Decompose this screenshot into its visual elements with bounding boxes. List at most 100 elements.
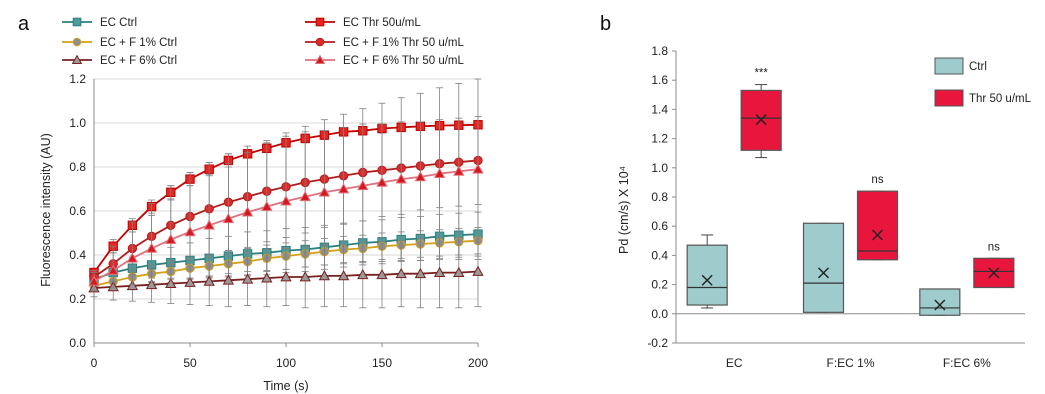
panel-a-y-tick-label: 0.2	[69, 292, 86, 306]
panel-a-y-tick-label: 0.4	[69, 248, 86, 262]
box-body	[919, 288, 961, 316]
panel-a-y-tick-label: 0.8	[69, 160, 86, 174]
box-mean-marker	[934, 299, 946, 311]
legend-label: EC + F 6% Ctrl	[100, 55, 177, 67]
panel-a-x-axis-label: Time (s)	[263, 379, 308, 393]
legend-entry-5: EC + F 6% Thr 50 u/mL	[305, 54, 465, 67]
legend-entry-3: EC Thr 50u/mL	[305, 17, 421, 29]
panel-b-y-tick-label: 0.6	[651, 219, 668, 233]
box-significance-label: ns	[988, 241, 1000, 253]
panel-b-y-tick-label: 1.0	[651, 161, 668, 175]
box-1: ***	[740, 68, 782, 159]
legend-entry-1: EC + F 1% Ctrl	[62, 37, 177, 49]
data-point	[222, 274, 235, 285]
panel-b-category-label: F:EC 1%	[826, 356, 874, 370]
box-3: ns	[856, 174, 899, 261]
legend-marker	[315, 17, 325, 27]
legend-swatch	[934, 89, 964, 107]
data-point	[376, 268, 388, 280]
data-point	[222, 212, 235, 224]
legend-label: EC + F 1% Ctrl	[100, 37, 177, 49]
box-mean-marker	[872, 229, 883, 241]
data-point	[261, 272, 273, 283]
legend-label: EC Thr 50u/mL	[343, 17, 421, 29]
box-mean-marker	[818, 267, 829, 279]
data-point	[280, 271, 292, 282]
box-0	[686, 234, 728, 309]
data-point	[107, 264, 119, 275]
panel-b-y-tick-label: 0.2	[651, 278, 668, 292]
panel-b-y-tick-label: 1.6	[651, 73, 668, 87]
panel-letter-a: a	[18, 13, 30, 35]
panel-a-legend: EC Ctrl EC + F 1% Ctrl EC + F 6% Ctrl EC Th…	[62, 17, 465, 67]
data-point	[241, 206, 254, 217]
panel-a-axes: 0.0 0.2 0.4 0.6 0.8 1.0 1.2 0 50 100 150 200	[69, 72, 488, 370]
panel-a-series-5	[88, 78, 484, 291]
data-point	[318, 270, 331, 281]
legend-marker	[71, 54, 83, 64]
legend-entry-4: EC + F 1% Thr 50 u/mL	[305, 37, 465, 49]
legend-label: EC Ctrl	[100, 17, 137, 29]
panel-b-y-tick-label: 1.4	[651, 102, 668, 116]
panel-b-y-tick-label: 0.4	[651, 248, 668, 262]
panel-a-x-tick-label: 0	[91, 356, 98, 370]
legend-label: EC + F 6% Thr 50 u/mL	[343, 55, 465, 67]
data-point	[433, 266, 446, 277]
box-4	[919, 288, 961, 316]
data-point	[395, 173, 407, 184]
panel-b-category-label: F:EC 6%	[943, 356, 991, 370]
panel-b-y-axis-label: Pd (cm/s) X 10⁴	[617, 166, 631, 254]
data-point	[126, 279, 139, 291]
panel-a-y-axis-label: Fluorescence intensity (AU)	[39, 133, 53, 287]
panel-b-category-label: EC	[726, 356, 743, 370]
legend-label: EC + F 1% Thr 50 u/mL	[343, 37, 465, 49]
box-body	[802, 222, 845, 313]
panel-b-y-tick-label: -0.2	[647, 336, 668, 350]
legend-entry-2: EC + F 6% Ctrl	[62, 54, 177, 67]
box-5: ns	[973, 241, 1015, 289]
data-point	[414, 267, 427, 279]
data-point	[376, 176, 388, 187]
data-point	[318, 186, 331, 197]
box-mean-marker	[701, 274, 713, 286]
data-point	[280, 195, 292, 206]
box-body	[686, 244, 728, 306]
panel-b-y-tick-label: 0.8	[651, 190, 668, 204]
data-point	[337, 270, 350, 281]
panel-a-y-tick-label: 0.0	[69, 336, 86, 350]
panel-b-legend: Ctrl Thr 50 u/mL	[934, 57, 1032, 107]
panel-a-y-tick-label: 0.6	[69, 204, 86, 218]
panel-b-y-tick-label: 1.8	[651, 44, 668, 58]
data-point	[126, 252, 139, 263]
panel-a-x-tick-label: 100	[276, 356, 296, 370]
legend-marker	[315, 37, 325, 47]
data-point	[165, 277, 177, 288]
data-point	[357, 268, 369, 280]
legend-entry-b-0: Ctrl	[934, 57, 987, 75]
legend-entry-b-1: Thr 50 u/mL	[934, 89, 1032, 107]
data-point	[453, 266, 465, 277]
legend-swatch	[934, 57, 964, 75]
data-point	[337, 183, 350, 194]
box-significance-label: ns	[871, 174, 883, 186]
data-point	[472, 265, 484, 276]
data-point	[299, 271, 311, 282]
panel-b-y-tick-label: 1.2	[651, 132, 668, 146]
box-mean-marker	[755, 114, 767, 126]
data-point	[414, 171, 427, 182]
panel-a-y-tick-label: 1.0	[69, 116, 86, 130]
data-point	[357, 179, 369, 191]
panel-b-boxes: *** ns ns	[686, 68, 1015, 316]
data-point	[433, 167, 446, 178]
legend-entry-0: EC Ctrl	[62, 17, 137, 29]
panel-a-x-tick-label: 200	[468, 356, 488, 370]
panel-letter-b: b	[600, 13, 611, 35]
legend-marker	[72, 17, 82, 27]
data-point	[145, 278, 158, 290]
legend-marker	[72, 37, 82, 47]
data-point	[453, 165, 465, 176]
panel-a-x-tick-label: 150	[372, 356, 392, 370]
box-2	[802, 222, 845, 313]
box-significance-label: ***	[754, 68, 768, 80]
